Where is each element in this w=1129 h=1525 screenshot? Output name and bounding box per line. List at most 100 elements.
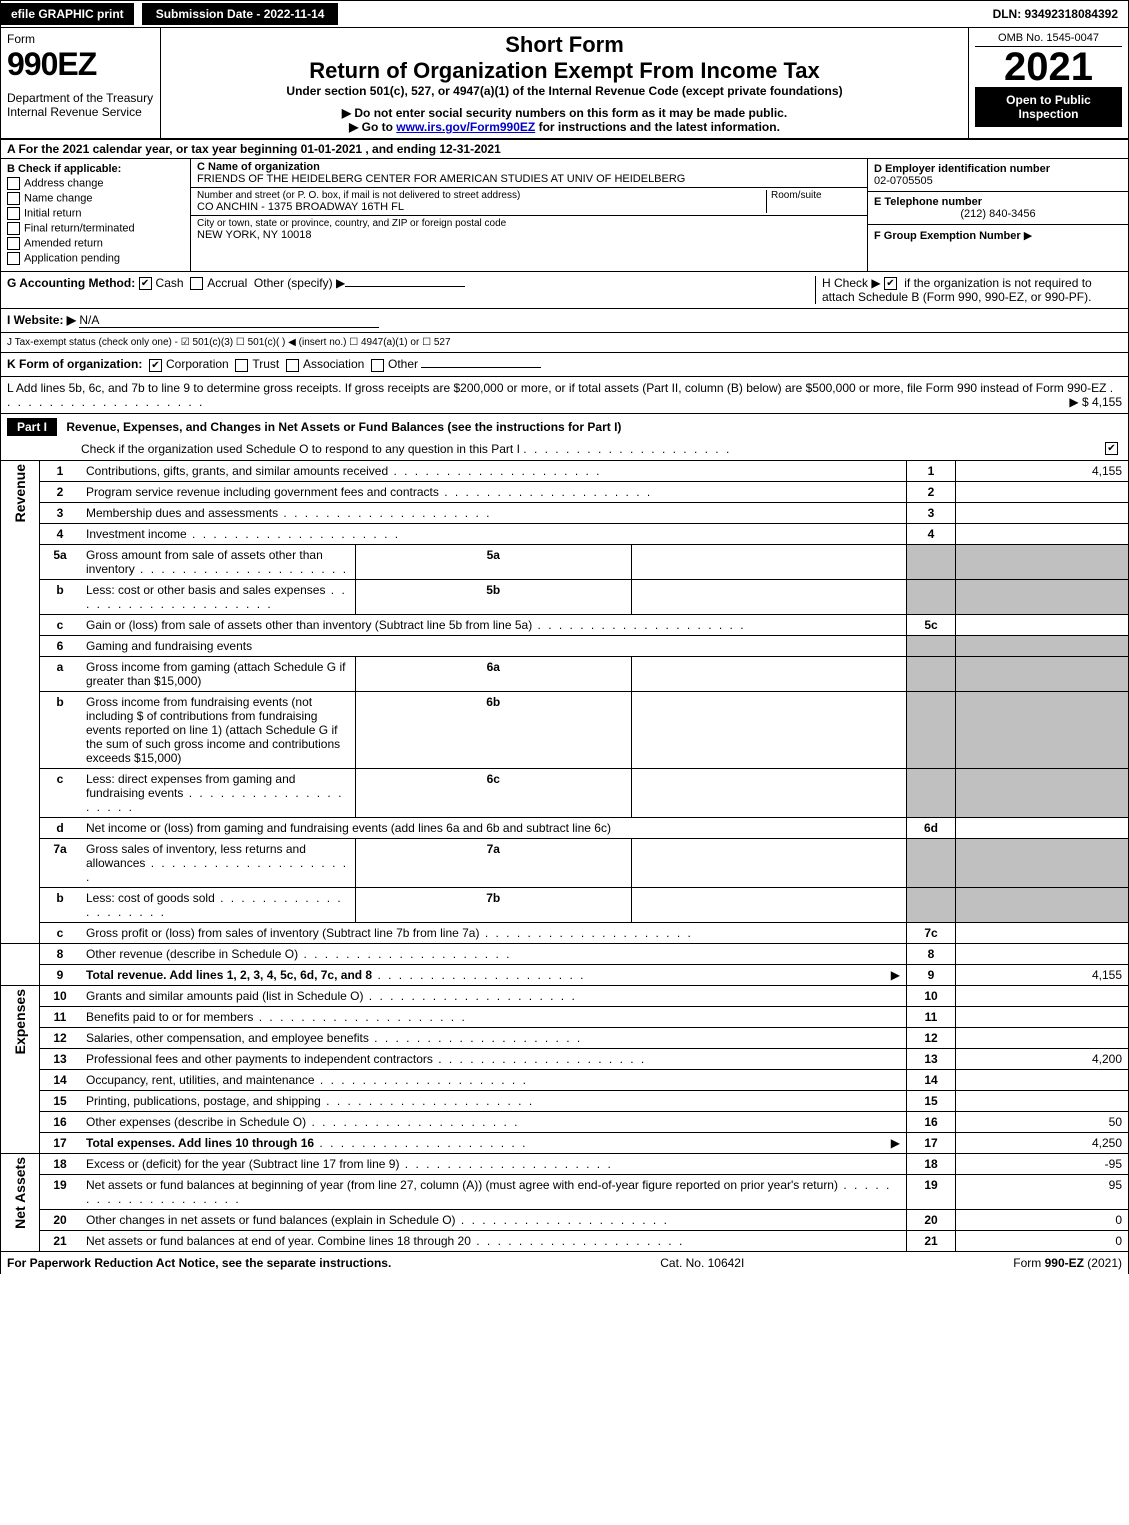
line-rt-num: 8 [907,943,956,964]
line-value [956,1069,1129,1090]
checkbox-initial-return[interactable] [7,207,20,220]
dots-icon [314,1136,527,1150]
line-rt-num: 9 [907,964,956,985]
dots-icon [532,618,745,632]
info-grid: B Check if applicable: Address change Na… [0,159,1129,272]
checkbox-association[interactable] [286,359,299,372]
part-1-header: Part I Revenue, Expenses, and Changes in… [0,414,1129,461]
line-text: Total revenue. Add lines 1, 2, 3, 4, 5c,… [86,968,372,982]
table-row: Expenses10Grants and similar amounts pai… [1,985,1129,1006]
dots-icon [388,464,601,478]
form-header: Form 990EZ Department of the Treasury In… [0,28,1129,140]
irs-link[interactable]: www.irs.gov/Form990EZ [396,120,535,134]
inner-value [631,656,907,691]
shaded-cell [907,768,956,817]
other-org-label: Other [388,357,418,371]
shaded-cell [907,691,956,768]
line-num: 1 [40,461,81,482]
checkbox-final-return[interactable] [7,222,20,235]
line-num: c [40,768,81,817]
efile-print-button[interactable]: efile GRAPHIC print [1,3,134,25]
checkbox-cash[interactable] [139,277,152,290]
line-rt-num: 17 [907,1132,956,1153]
e-label: E Telephone number [874,196,1122,208]
inner-value [631,691,907,768]
shaded-cell [907,635,956,656]
checkbox-name-change[interactable] [7,192,20,205]
table-row: aGross income from gaming (attach Schedu… [1,656,1129,691]
other-input[interactable] [345,286,465,287]
dots-icon [523,442,731,456]
table-row: 4Investment income4 [1,523,1129,544]
table-row: 11Benefits paid to or for members11 [1,1006,1129,1027]
line-num: a [40,656,81,691]
cash-label: Cash [156,276,184,290]
dots-icon [298,947,511,961]
l-line: L Add lines 5b, 6c, and 7b to line 9 to … [0,377,1129,414]
table-row: 12Salaries, other compensation, and empl… [1,1027,1129,1048]
table-row: bLess: cost or other basis and sales exp… [1,579,1129,614]
shaded-cell [907,838,956,887]
checkbox-trust[interactable] [235,359,248,372]
table-row: 13Professional fees and other payments t… [1,1048,1129,1069]
shaded-cell [956,691,1129,768]
part-1-badge: Part I [7,418,57,436]
line-num: b [40,887,81,922]
table-row: 2Program service revenue including gover… [1,481,1129,502]
line-text: Gain or (loss) from sale of assets other… [86,618,532,632]
checkbox-corporation[interactable] [149,359,162,372]
address-change-label: Address change [24,177,104,189]
checkbox-h[interactable] [884,277,897,290]
checkbox-other-org[interactable] [371,359,384,372]
line-num: 19 [40,1174,81,1209]
checkbox-amended-return[interactable] [7,237,20,250]
checkbox-schedule-o[interactable] [1105,442,1118,455]
table-row: 3Membership dues and assessments3 [1,502,1129,523]
line-text: Gross income from gaming (attach Schedul… [86,660,345,688]
line-value: 4,200 [956,1048,1129,1069]
line-rt-num: 6d [907,817,956,838]
section-a: A For the 2021 calendar year, or tax yea… [0,140,1129,159]
line-text: Less: cost of goods sold [86,891,215,905]
line-rt-num: 7c [907,922,956,943]
f-label: F Group Exemption Number [874,230,1021,242]
line-num: 21 [40,1230,81,1251]
addr-label: Number and street (or P. O. box, if mail… [197,190,766,201]
line-value [956,502,1129,523]
phone-value: (212) 840-3456 [874,208,1122,220]
inner-value [631,544,907,579]
table-row: bGross income from fundraising events (n… [1,691,1129,768]
dots-icon [253,1010,466,1024]
inner-value [631,887,907,922]
inner-num: 6b [356,691,632,768]
addr-value: CO ANCHIN - 1375 BROADWAY 16TH FL [197,201,766,213]
line-rt-num: 18 [907,1153,956,1174]
line-value [956,817,1129,838]
dots-icon [456,1213,669,1227]
shaded-cell [907,656,956,691]
part-1-check-text: Check if the organization used Schedule … [81,442,520,456]
line-text: Total expenses. Add lines 10 through 16 [86,1136,314,1150]
k-label: K Form of organization: [7,357,142,371]
header-center: Short Form Return of Organization Exempt… [161,28,968,138]
top-bar: efile GRAPHIC print Submission Date - 20… [0,0,1129,28]
dept-label: Department of the Treasury [7,91,154,105]
checkbox-accrual[interactable] [190,277,203,290]
line-value [956,943,1129,964]
f-arrow: ▶ [1024,230,1032,242]
line-num: 20 [40,1209,81,1230]
table-row: cGross profit or (loss) from sales of in… [1,922,1129,943]
other-org-input[interactable] [421,367,541,368]
application-pending-label: Application pending [24,252,120,264]
line-num: 13 [40,1048,81,1069]
checkbox-address-change[interactable] [7,177,20,190]
checkbox-application-pending[interactable] [7,252,20,265]
section-def: D Employer identification number 02-0705… [868,159,1128,271]
table-row: cGain or (loss) from sale of assets othe… [1,614,1129,635]
table-row: 19Net assets or fund balances at beginni… [1,1174,1129,1209]
b-label: B Check if applicable: [7,163,184,175]
line-rt-num: 14 [907,1069,956,1090]
table-row: 20Other changes in net assets or fund ba… [1,1209,1129,1230]
line-num: 8 [40,943,81,964]
line-text: Gross income from fundraising events (no… [86,695,340,765]
